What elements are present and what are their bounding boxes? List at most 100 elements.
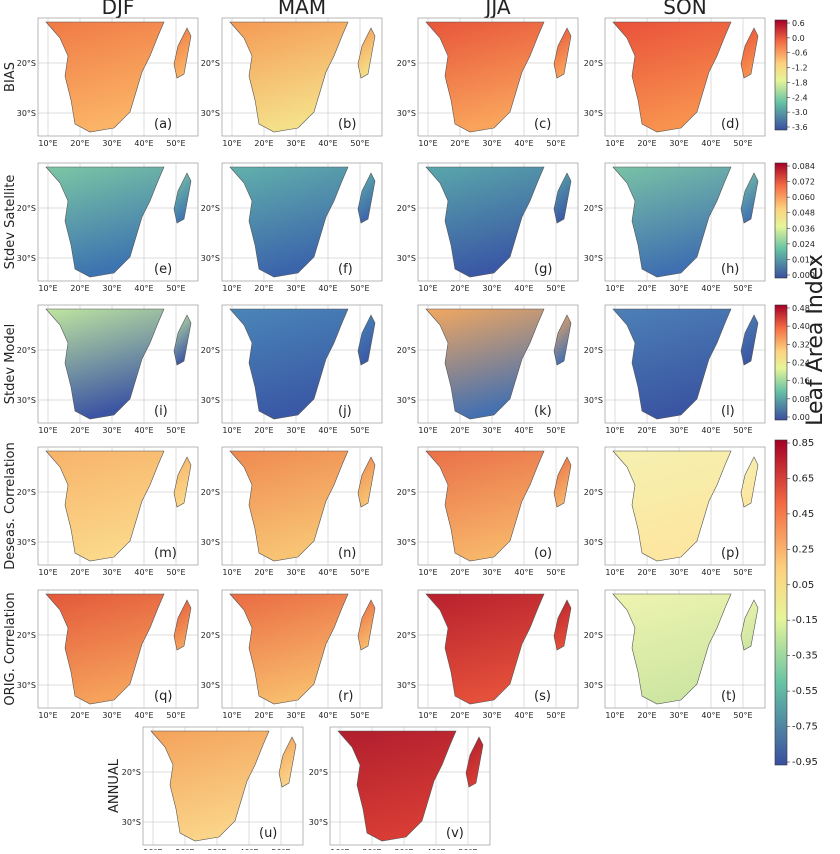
madagascar [740,599,759,651]
map-panel: (f) 20°S 30°S 10°E 20°E 30°E 40°E 50°E [201,162,383,293]
lat-label: 20°S [584,346,603,355]
lon-label: 50°E [733,139,752,148]
colorbar-label: -0.55 [792,686,818,697]
column-title: MAM [278,0,326,19]
madagascar [740,456,759,508]
lon-label: 40°E [701,711,720,720]
lon-label: 10°E [605,426,624,435]
colorbar [774,439,788,766]
lon-label: 20°E [70,139,89,148]
land [45,166,165,278]
lon-label: 30°E [286,711,305,720]
lat-label: 30°S [584,396,603,405]
lon-label: 40°E [514,568,533,577]
lon-label: 20°E [637,139,656,148]
lon-label: 30°E [669,711,688,720]
lon-label: 20°E [254,139,273,148]
madagascar [553,599,572,651]
madagascar [357,456,376,508]
lon-label: 50°E [733,284,752,293]
lon-label: 40°E [514,711,533,720]
land [425,593,545,705]
map-panel: (o) 20°S 30°S 10°E 20°E 30°E 40°E 50°E [397,446,579,577]
lon-label: 50°E [350,284,369,293]
lat-label: 30°S [17,681,36,690]
side-label: Leaf Area Index [803,254,828,426]
lon-label: 10°E [222,426,241,435]
map-panel: (c) 20°S 30°S 10°E 20°E 30°E 40°E 50°E [397,17,579,148]
lat-label: 20°S [397,488,416,497]
map-panel: (t) 20°S 30°S 10°E 20°E 30°E 40°E 50°E [584,589,766,720]
map-panel: (h) 20°S 30°S 10°E 20°E 30°E 40°E 50°E [584,162,766,293]
colorbar-label: 0.48 [792,304,810,313]
colorbar-label: -3.6 [792,123,808,132]
row-title: ANNUAL [107,758,122,813]
lon-label: 50°E [166,711,185,720]
lon-label: 50°E [546,711,565,720]
lon-label: 10°E [418,568,437,577]
lon-label: 50°E [350,139,369,148]
lon-label: 40°E [134,139,153,148]
lon-label: 10°E [222,711,241,720]
colorbar-label: -2.4 [792,93,808,102]
madagascar [357,27,376,79]
lat-label: 20°S [17,346,36,355]
map-panel: (q) 20°S 30°S 10°E 20°E 30°E 40°E 50°E [17,589,199,720]
panel-label: (s) [534,689,551,704]
colorbar-label: -0.95 [792,757,818,768]
lon-label: 20°E [70,284,89,293]
colorbar-label: -0.35 [792,651,818,662]
lon-label: 30°E [482,426,501,435]
madagascar [357,314,376,366]
colorbar [774,304,788,421]
madagascar [553,456,572,508]
land [612,593,732,705]
lon-label: 30°E [669,426,688,435]
madagascar [740,27,759,79]
colorbar-label: -0.75 [792,722,818,733]
lat-label: 20°S [397,204,416,213]
lon-label: 10°E [605,139,624,148]
land [45,308,165,420]
lon-label: 30°E [286,139,305,148]
row-title: Stdev Model [3,324,18,404]
panel-label: (g) [534,262,552,277]
lon-label: 50°E [546,426,565,435]
colorbar-label: 0.08 [792,395,810,404]
land [229,21,349,133]
madagascar [740,314,759,366]
map-panel: (r) 20°S 30°S 10°E 20°E 30°E 40°E 50°E [201,589,383,720]
lon-label: 50°E [350,426,369,435]
lon-label: 10°E [38,711,57,720]
lat-label: 20°S [201,488,220,497]
madagascar [357,599,376,651]
lat-label: 30°S [201,254,220,263]
lon-label: 30°E [102,139,121,148]
lat-label: 30°S [201,538,220,547]
panel-label: (u) [259,826,277,841]
lon-label: 40°E [318,568,337,577]
lon-label: 40°E [318,139,337,148]
map-panel: (b) 20°S 30°S 10°E 20°E 30°E 40°E 50°E [201,17,383,148]
lon-label: 20°E [450,139,469,148]
lon-label: 10°E [38,139,57,148]
lon-label: 50°E [546,139,565,148]
panel-label: (c) [534,117,551,132]
colorbar-label: -1.8 [792,78,808,87]
madagascar [173,456,192,508]
lon-label: 50°E [166,426,185,435]
madagascar [553,314,572,366]
lon-label: 40°E [134,568,153,577]
lat-label: 30°S [584,109,603,118]
panel-label: (n) [338,546,356,561]
map-panel: (a) 20°S 30°S 10°E 20°E 30°E 40°E 50°E [17,17,199,148]
lon-label: 40°E [514,426,533,435]
lat-label: 30°S [17,396,36,405]
land [150,730,270,842]
madagascar [278,736,297,788]
panel-label: (b) [338,117,356,132]
lon-label: 10°E [38,426,57,435]
lat-label: 20°S [17,488,36,497]
panel-label: (a) [154,117,172,132]
lat-label: 30°S [397,396,416,405]
